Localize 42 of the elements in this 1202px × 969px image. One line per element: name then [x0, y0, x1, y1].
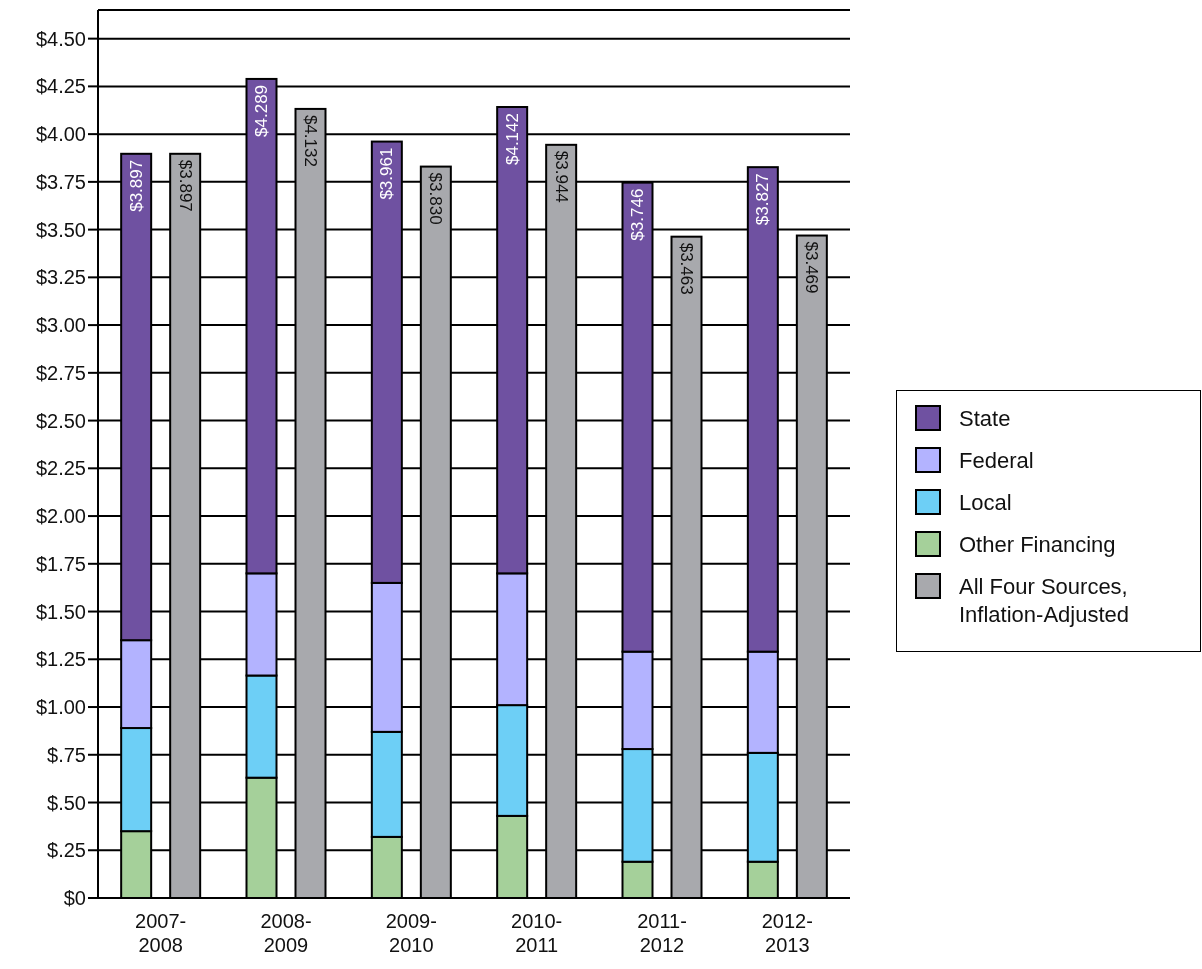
data-label: $3.746: [628, 188, 647, 241]
data-label: $3.463: [677, 242, 696, 295]
y-tick-label: $1.50: [35, 600, 86, 623]
legend-label: Federal: [959, 447, 1035, 475]
data-label: $3.961: [377, 147, 397, 200]
y-tick-label: $3.00: [35, 314, 86, 337]
data-label: $3.827: [753, 173, 773, 226]
y-tick-label: $3.75: [35, 170, 86, 193]
y-tick-label: $2.75: [35, 361, 86, 384]
y-tick-label: $.25: [47, 839, 86, 862]
x-tick-label: 2007-2008: [135, 910, 187, 956]
data-label: $3.944: [551, 150, 571, 203]
y-tick-label: $4.50: [35, 27, 86, 50]
legend-label: Local: [959, 489, 1013, 517]
data-label: $3.897: [126, 159, 146, 212]
y-tick-label: $0: [63, 887, 86, 910]
y-tick-label: $3.25: [35, 266, 86, 289]
legend-label: Other Financing: [959, 531, 1117, 559]
legend-label: All Four Sources, Inflation-Adjusted: [959, 573, 1130, 629]
x-tick-label: 2008-2009: [260, 910, 312, 956]
data-label: $4.289: [252, 84, 271, 137]
y-tick-label: $2.50: [35, 409, 86, 432]
y-tick-label: $.50: [47, 791, 86, 814]
y-tick-label: $.75: [47, 743, 86, 766]
y-tick-label: $1.75: [35, 552, 86, 575]
y-tick-label: $3.50: [35, 218, 86, 241]
data-label: $4.142: [502, 113, 522, 166]
data-label: $3.897: [175, 159, 195, 212]
x-tick-label: 2011-2012: [637, 910, 687, 956]
y-tick-label: $4.00: [35, 123, 86, 146]
x-tick-label: 2010-2011: [511, 910, 563, 956]
y-tick-label: $1.00: [35, 696, 86, 719]
y-tick-label: $4.25: [35, 75, 86, 98]
data-label: $4.132: [301, 114, 320, 167]
y-tick-label: $2.25: [35, 457, 86, 480]
y-tick-label: $1.25: [35, 648, 86, 671]
data-label: $3.830: [426, 172, 446, 225]
x-tick-label: 2009-2010: [385, 910, 437, 956]
x-tick-label: 2012-2013: [761, 910, 813, 956]
y-tick-label: $2.00: [35, 505, 86, 528]
legend-label: State: [959, 405, 1012, 433]
data-label: $3.469: [802, 241, 822, 294]
